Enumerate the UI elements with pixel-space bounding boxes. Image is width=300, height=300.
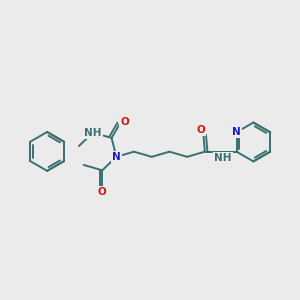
Text: NH: NH [214, 153, 232, 163]
Text: N: N [112, 152, 121, 162]
Text: O: O [98, 187, 106, 197]
Text: O: O [120, 117, 129, 127]
Text: O: O [196, 125, 205, 135]
Text: N: N [232, 127, 241, 137]
Text: NH: NH [84, 128, 102, 138]
